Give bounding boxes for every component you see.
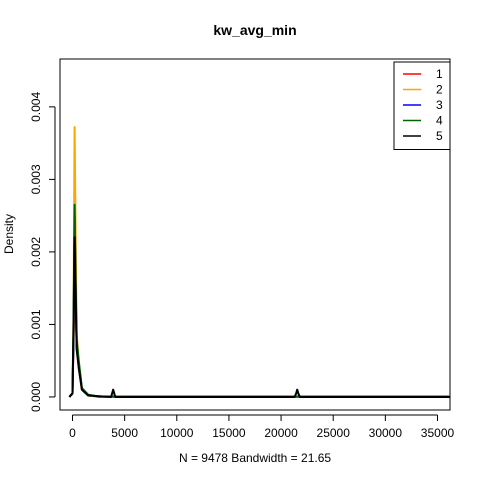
x-tick-label: 20000 <box>264 426 298 440</box>
x-tick-label: 25000 <box>317 426 351 440</box>
chart-title: kw_avg_min <box>213 22 296 38</box>
series-line-4 <box>68 203 450 398</box>
legend: 1 23 45 <box>393 61 451 150</box>
y-tick-label: 0.004 <box>29 92 43 122</box>
x-tick-label: 0 <box>69 426 76 440</box>
y-tick-label: 0.000 <box>29 382 43 412</box>
series-line-5 <box>68 236 450 398</box>
x-tick-label: 10000 <box>160 426 194 440</box>
x-tick-label: 5000 <box>111 426 138 440</box>
y-tick-label: 0.001 <box>29 309 43 339</box>
legend-label-2: 2 <box>436 83 443 97</box>
legend-label-1: 1 <box>436 67 443 81</box>
series-line-3 <box>68 214 450 398</box>
legend-label-3: 3 <box>436 98 443 112</box>
x-axis-label: N = 9478 Bandwidth = 21.65 <box>179 451 331 465</box>
x-tick-label: 35000 <box>421 426 455 440</box>
axes: 0 5000 10000 15000 20000 25000 30000 35000 0.000… <box>29 92 454 440</box>
legend-label-5: 5 <box>436 129 443 143</box>
series-line-2 <box>68 126 450 398</box>
legend-label-4: 4 <box>436 114 443 128</box>
y-tick-label: 0.002 <box>29 237 43 267</box>
x-tick-label: 15000 <box>212 426 246 440</box>
y-tick-label: 0.003 <box>29 164 43 194</box>
plot-frame <box>59 58 451 411</box>
plot-area <box>68 126 450 398</box>
x-tick-label: 30000 <box>369 426 403 440</box>
series-line-1 <box>68 236 450 398</box>
y-axis-label: Density <box>2 214 16 254</box>
